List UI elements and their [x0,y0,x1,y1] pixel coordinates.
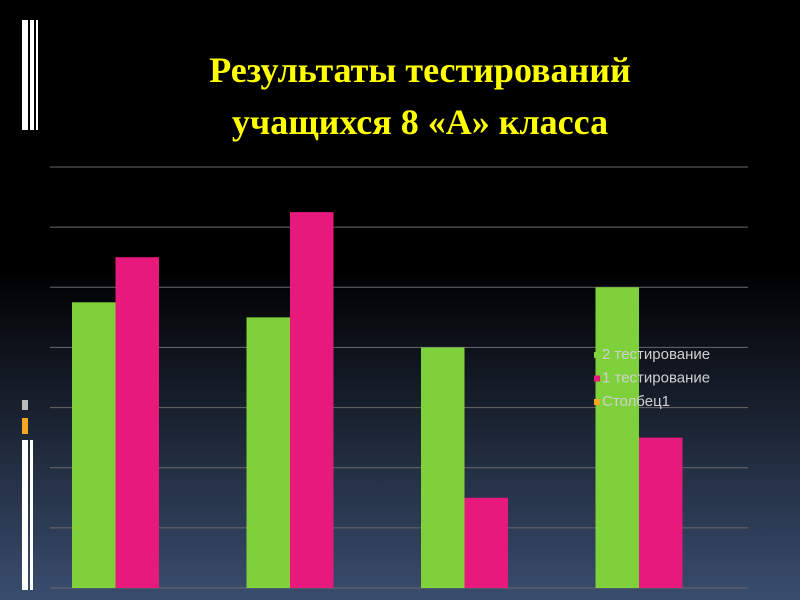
decoration [22,20,38,590]
legend-label: 1 тестирование [602,369,710,386]
chart-title: Результаты тестирований учащихся 8 «А» кл… [209,50,630,142]
legend-swatch [594,399,600,405]
bar [115,257,159,588]
bar [639,437,683,588]
bar [421,347,465,588]
bar [246,317,290,588]
bar [595,287,639,588]
legend-label: 2 тестирование [602,346,710,363]
legend-swatch [594,352,600,358]
legend-swatch [594,375,600,382]
legend-label: Столбец1 [602,393,670,410]
bar [290,212,334,588]
bar [464,497,508,588]
bar [72,302,116,588]
